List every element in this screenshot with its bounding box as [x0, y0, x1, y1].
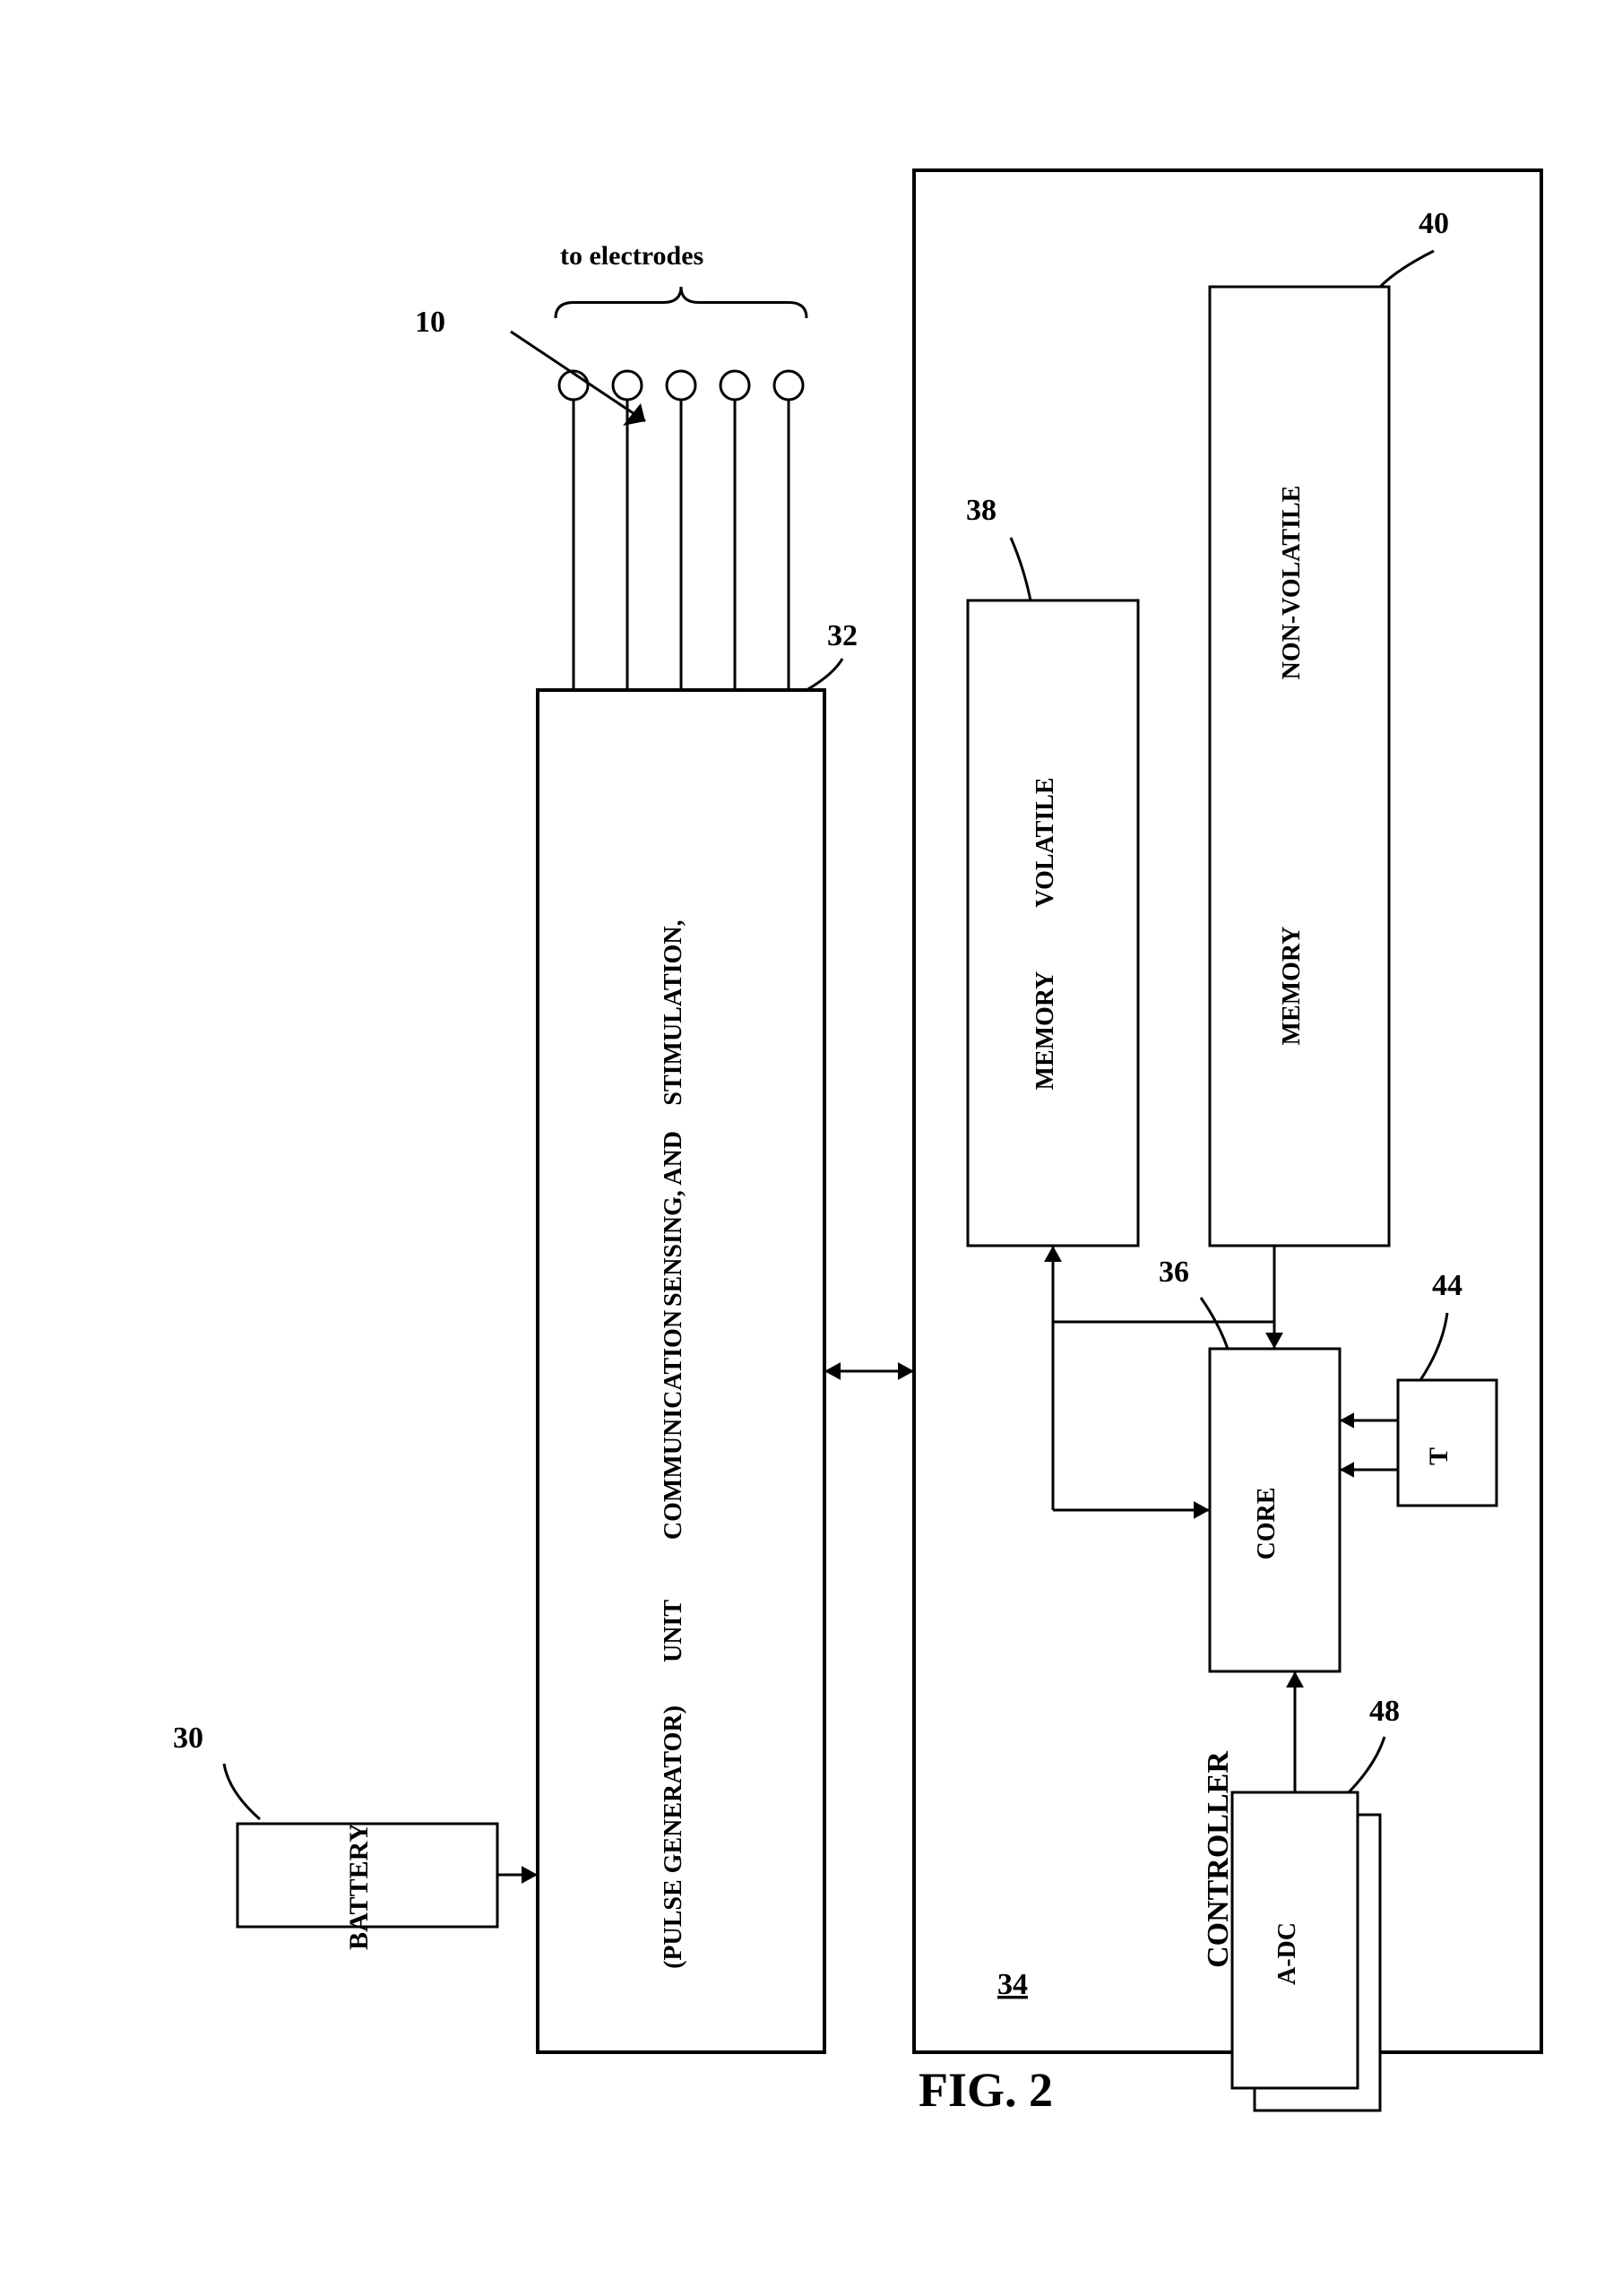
electrode-terminal-4	[774, 371, 803, 400]
timer-ref: 44	[1432, 1269, 1462, 1302]
sscu-label-line-4: (PULSE GENERATOR)	[660, 1705, 687, 1969]
electrode-terminal-3	[720, 371, 749, 400]
core-label: CORE	[1253, 1488, 1281, 1560]
adc-ref: 48	[1369, 1695, 1400, 1728]
controller-ref: 34	[997, 1968, 1028, 2001]
electrode-terminal-0	[559, 371, 588, 400]
nonvolatile-label-1: MEMORY	[1278, 927, 1306, 1046]
sscu-ref: 32	[827, 619, 858, 652]
volatile-label-1: MEMORY	[1031, 971, 1059, 1091]
figure-label: FIG. 2	[919, 2063, 1053, 2117]
controller-label: CONTROLLER	[1202, 1751, 1235, 1968]
nonvolatile-label-0: NON-VOLATILE	[1278, 486, 1306, 680]
device-ref: 10	[415, 306, 445, 339]
timer-label: T	[1424, 1447, 1454, 1465]
volatile-label-0: VOLATILE	[1031, 777, 1059, 907]
nonvolatile-ref: 40	[1419, 207, 1449, 240]
nonvolatile-memory-box	[1210, 287, 1389, 1246]
battery-label: BATTERY	[344, 1823, 374, 1950]
core-ref: 36	[1159, 1256, 1189, 1289]
volatile-memory-box	[968, 600, 1138, 1246]
sscu-label-line-1: SENSING, AND	[660, 1131, 687, 1307]
electrode-terminal-2	[667, 371, 695, 400]
sscu-label-line-3: UNIT	[660, 1600, 687, 1662]
adc-label: A-DC	[1273, 1922, 1301, 1985]
volatile-ref: 38	[966, 494, 996, 527]
electrodes-brace	[556, 287, 807, 318]
electrodes-label: to electrodes	[560, 241, 703, 271]
sscu-label-line-2: COMMUNICATION	[660, 1310, 687, 1540]
sscu-label-line-0: STIMULATION,	[660, 919, 687, 1105]
electrode-terminal-1	[613, 371, 642, 400]
timer-box	[1398, 1380, 1497, 1506]
battery-ref: 30	[173, 1722, 203, 1755]
